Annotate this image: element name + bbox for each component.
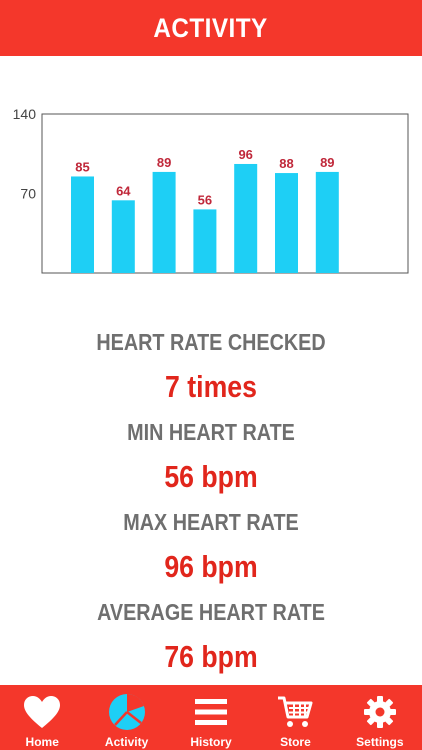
heart-icon — [22, 692, 62, 732]
bar — [234, 163, 258, 273]
plot-frame — [41, 113, 409, 274]
bar-value-label: 64 — [116, 183, 131, 198]
min-heart-rate-value: 56 bpm — [164, 459, 258, 494]
max-heart-rate-label: MAX HEART RATE — [123, 509, 299, 535]
y-tick-label: 140 — [13, 106, 37, 122]
bar — [71, 176, 94, 273]
tab-store[interactable]: Store — [253, 685, 337, 750]
heart-rate-checked-value: 7 times — [165, 369, 257, 404]
tab-store-label: Store — [280, 735, 311, 749]
y-tick-label: 70 — [20, 186, 36, 202]
gear-icon — [360, 692, 400, 732]
bar — [275, 173, 298, 273]
heart-rate-checked-label: HEART RATE CHECKED — [96, 329, 326, 355]
heart-rate-chart: 70 140 85 64 89 56 96 88 89 — [0, 100, 422, 290]
app-header: ACTIVITY — [0, 0, 422, 56]
tab-home-label: Home — [25, 735, 59, 749]
tab-home[interactable]: Home — [0, 685, 84, 750]
tab-settings-label: Settings — [356, 735, 404, 749]
cart-icon — [275, 692, 315, 732]
bar-value-label: 96 — [238, 147, 252, 162]
average-heart-rate-label: AVERAGE HEART RATE — [97, 599, 325, 625]
pie-chart-icon — [107, 692, 147, 732]
bar-chart: 70 140 85 64 89 56 96 88 89 — [13, 106, 409, 274]
stats-panel: HEART RATE CHECKED 7 times MIN HEART RAT… — [0, 322, 422, 682]
tab-bar: Home Activity History — [0, 685, 422, 750]
max-heart-rate-value: 96 bpm — [164, 549, 258, 584]
bar-value-label: 56 — [198, 192, 212, 207]
bar — [111, 200, 135, 273]
min-heart-rate-label: MIN HEART RATE — [127, 419, 295, 445]
tab-activity-label: Activity — [104, 735, 149, 749]
bar — [315, 171, 339, 273]
page-title: ACTIVITY — [153, 12, 269, 43]
bar-value-label: 89 — [157, 155, 171, 170]
tab-history-label: History — [190, 735, 232, 749]
average-heart-rate-value: 76 bpm — [164, 639, 258, 674]
tab-history[interactable]: History — [169, 685, 253, 750]
bar-value-label: 85 — [75, 159, 89, 174]
list-icon — [191, 692, 231, 732]
bar-value-label: 89 — [320, 155, 334, 170]
tab-settings[interactable]: Settings — [338, 685, 422, 750]
bar — [193, 209, 217, 273]
bar-value-label: 88 — [279, 156, 293, 171]
tab-activity[interactable]: Activity — [84, 685, 168, 750]
bar — [152, 171, 176, 273]
